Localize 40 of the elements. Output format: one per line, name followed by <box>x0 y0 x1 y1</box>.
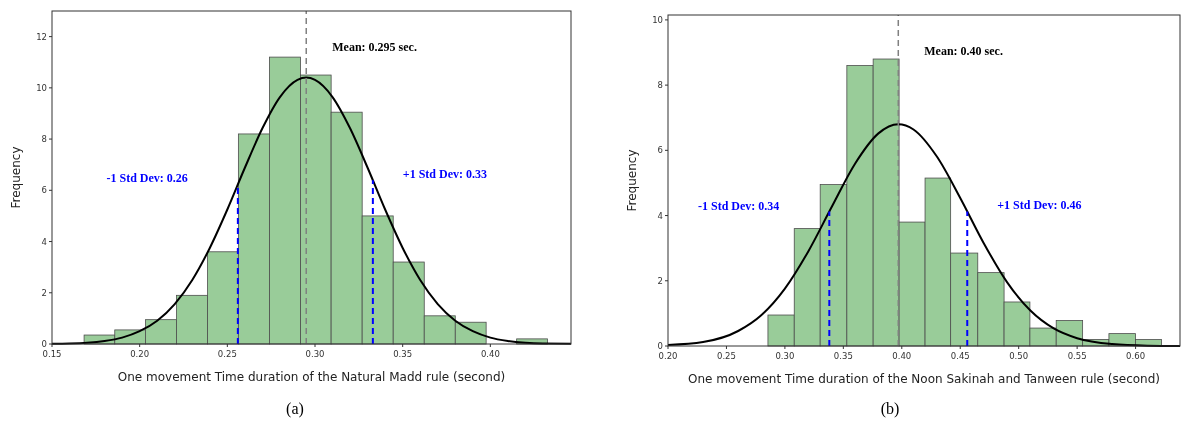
y-tick-label: 0 <box>657 341 663 351</box>
x-axis-title: One movement Time duration of the Noon Sakinah and Tanween rule (second) <box>688 372 1160 386</box>
x-tick-label: 0.15 <box>42 349 62 359</box>
x-tick-label: 0.30 <box>775 351 795 361</box>
text: (a) <box>286 400 304 418</box>
x-tick-label: 0.25 <box>217 349 237 359</box>
x-tick-label: 0.55 <box>1067 351 1087 361</box>
x-tick-label: 0.45 <box>950 351 970 361</box>
y-tick-label: 10 <box>652 14 663 25</box>
y-tick-label: 12 <box>36 31 47 42</box>
x-tick-label: 0.25 <box>716 351 736 361</box>
y-tick-label: 0 <box>41 339 47 349</box>
x-tick-label: 0.30 <box>305 349 325 359</box>
ref-line-label: -1 Std Dev: 0.34 <box>697 198 780 213</box>
y-tick-label: 8 <box>657 80 663 91</box>
x-tick-label: 0.40 <box>892 351 912 361</box>
x-axis-title: One movement Time duration of the Natural Madd rule (second) <box>117 370 506 384</box>
x-tick-label: 0.60 <box>1126 351 1146 361</box>
ref-line-label: +1 Std Dev: 0.33 <box>402 167 488 182</box>
y-tick-label: 2 <box>41 287 47 298</box>
y-tick-label: 4 <box>41 236 47 247</box>
y-tick-label: 8 <box>41 134 47 145</box>
ref-line-label: -1 Std Dev: 0.26 <box>106 171 188 186</box>
ref-line-label: +1 Std Dev: 0.46 <box>997 198 1082 213</box>
x-tick-label: 0.40 <box>480 349 500 359</box>
y-tick-label: 6 <box>657 145 663 156</box>
x-tick-label: 0.50 <box>1009 351 1029 361</box>
y-tick-label: 2 <box>657 275 663 286</box>
text: (b) <box>880 400 900 418</box>
y-axis-title: Frequency <box>625 149 639 212</box>
y-tick-label: 6 <box>41 185 47 196</box>
ref-line-label: Mean: 0.295 sec. <box>332 40 417 54</box>
x-tick-label: 0.35 <box>833 351 853 361</box>
x-tick-label: 0.35 <box>393 349 413 359</box>
y-tick-label: 4 <box>657 210 663 221</box>
x-tick-label: 0.20 <box>130 349 150 359</box>
y-tick-label: 10 <box>36 82 47 93</box>
x-tick-label: 0.20 <box>658 351 678 361</box>
y-axis-title: Frequency <box>9 146 23 209</box>
ref-line-label: Mean: 0.40 sec. <box>924 44 1003 58</box>
